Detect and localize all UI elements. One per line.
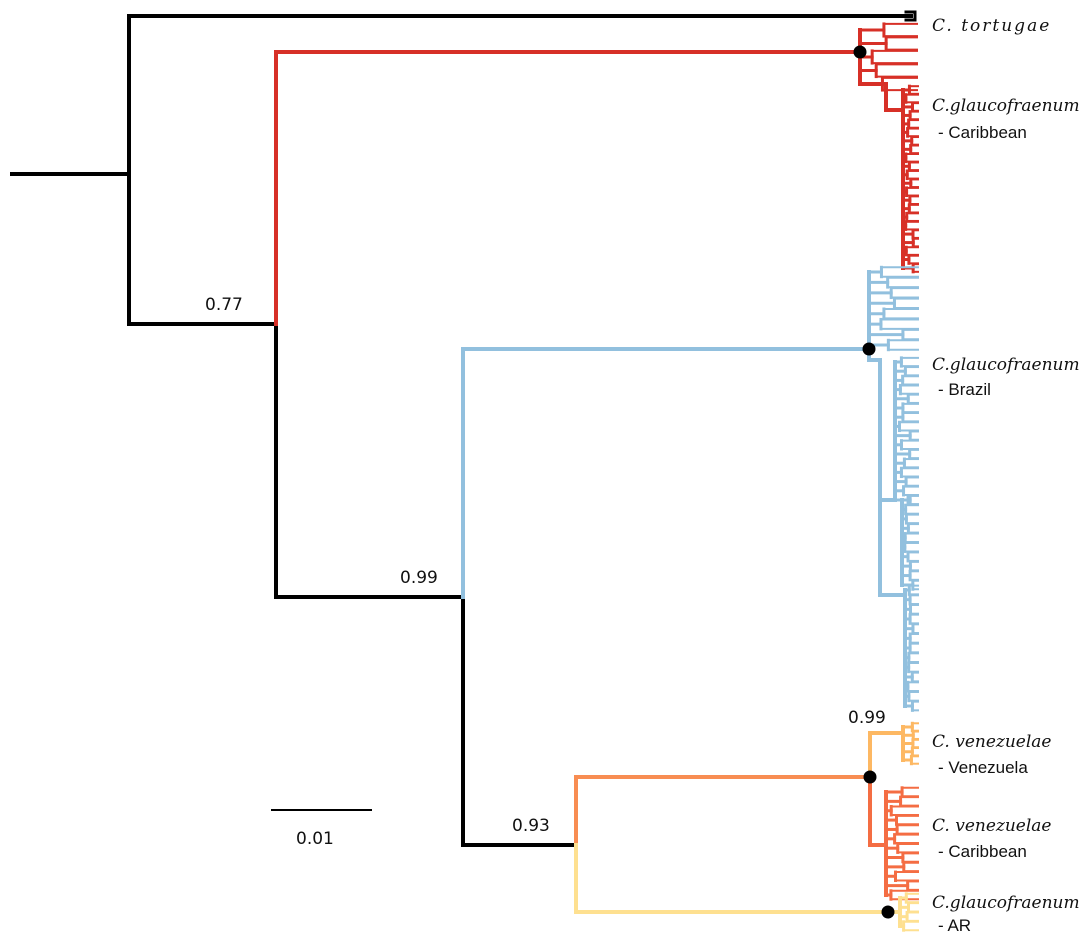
clade-label-ven-caribbean-region: - Caribbean <box>938 842 1027 861</box>
support-dot-ar <box>881 905 895 919</box>
support-value-0-99-brazil-split: 0.99 <box>400 568 438 588</box>
support-dot-caribbean <box>853 45 867 59</box>
support-value-0-93: 0.93 <box>512 816 550 836</box>
clade-label-glauco-ar-region: - AR <box>938 916 972 935</box>
support-value-0-77: 0.77 <box>205 295 243 315</box>
clade-label-glauco-brazil-region: - Brazil <box>938 380 991 399</box>
clade-label-glauco-ar-species: C.glaucofraenum <box>932 893 1080 913</box>
clade-label-ven-venezuela-region: - Venezuela <box>938 758 1028 777</box>
scale-bar-label: 0.01 <box>296 829 334 849</box>
support-dot-brazil <box>862 342 876 356</box>
clade-label-glauco-caribbean-species: C.glaucofraenum <box>932 96 1080 116</box>
clade-label-ven-caribbean-species: C. venezuelae <box>932 816 1052 836</box>
support-dot-venezuelae <box>863 770 877 784</box>
clade-label-ven-venezuela-species: C. venezuelae <box>932 732 1052 752</box>
clade-label-tortugae-species: C. tortugae <box>932 16 1052 36</box>
clade-label-glauco-caribbean-region: - Caribbean <box>938 123 1027 142</box>
support-value-0-99-venezuelae: 0.99 <box>848 708 886 728</box>
clade-label-glauco-brazil-species: C.glaucofraenum <box>932 355 1080 375</box>
